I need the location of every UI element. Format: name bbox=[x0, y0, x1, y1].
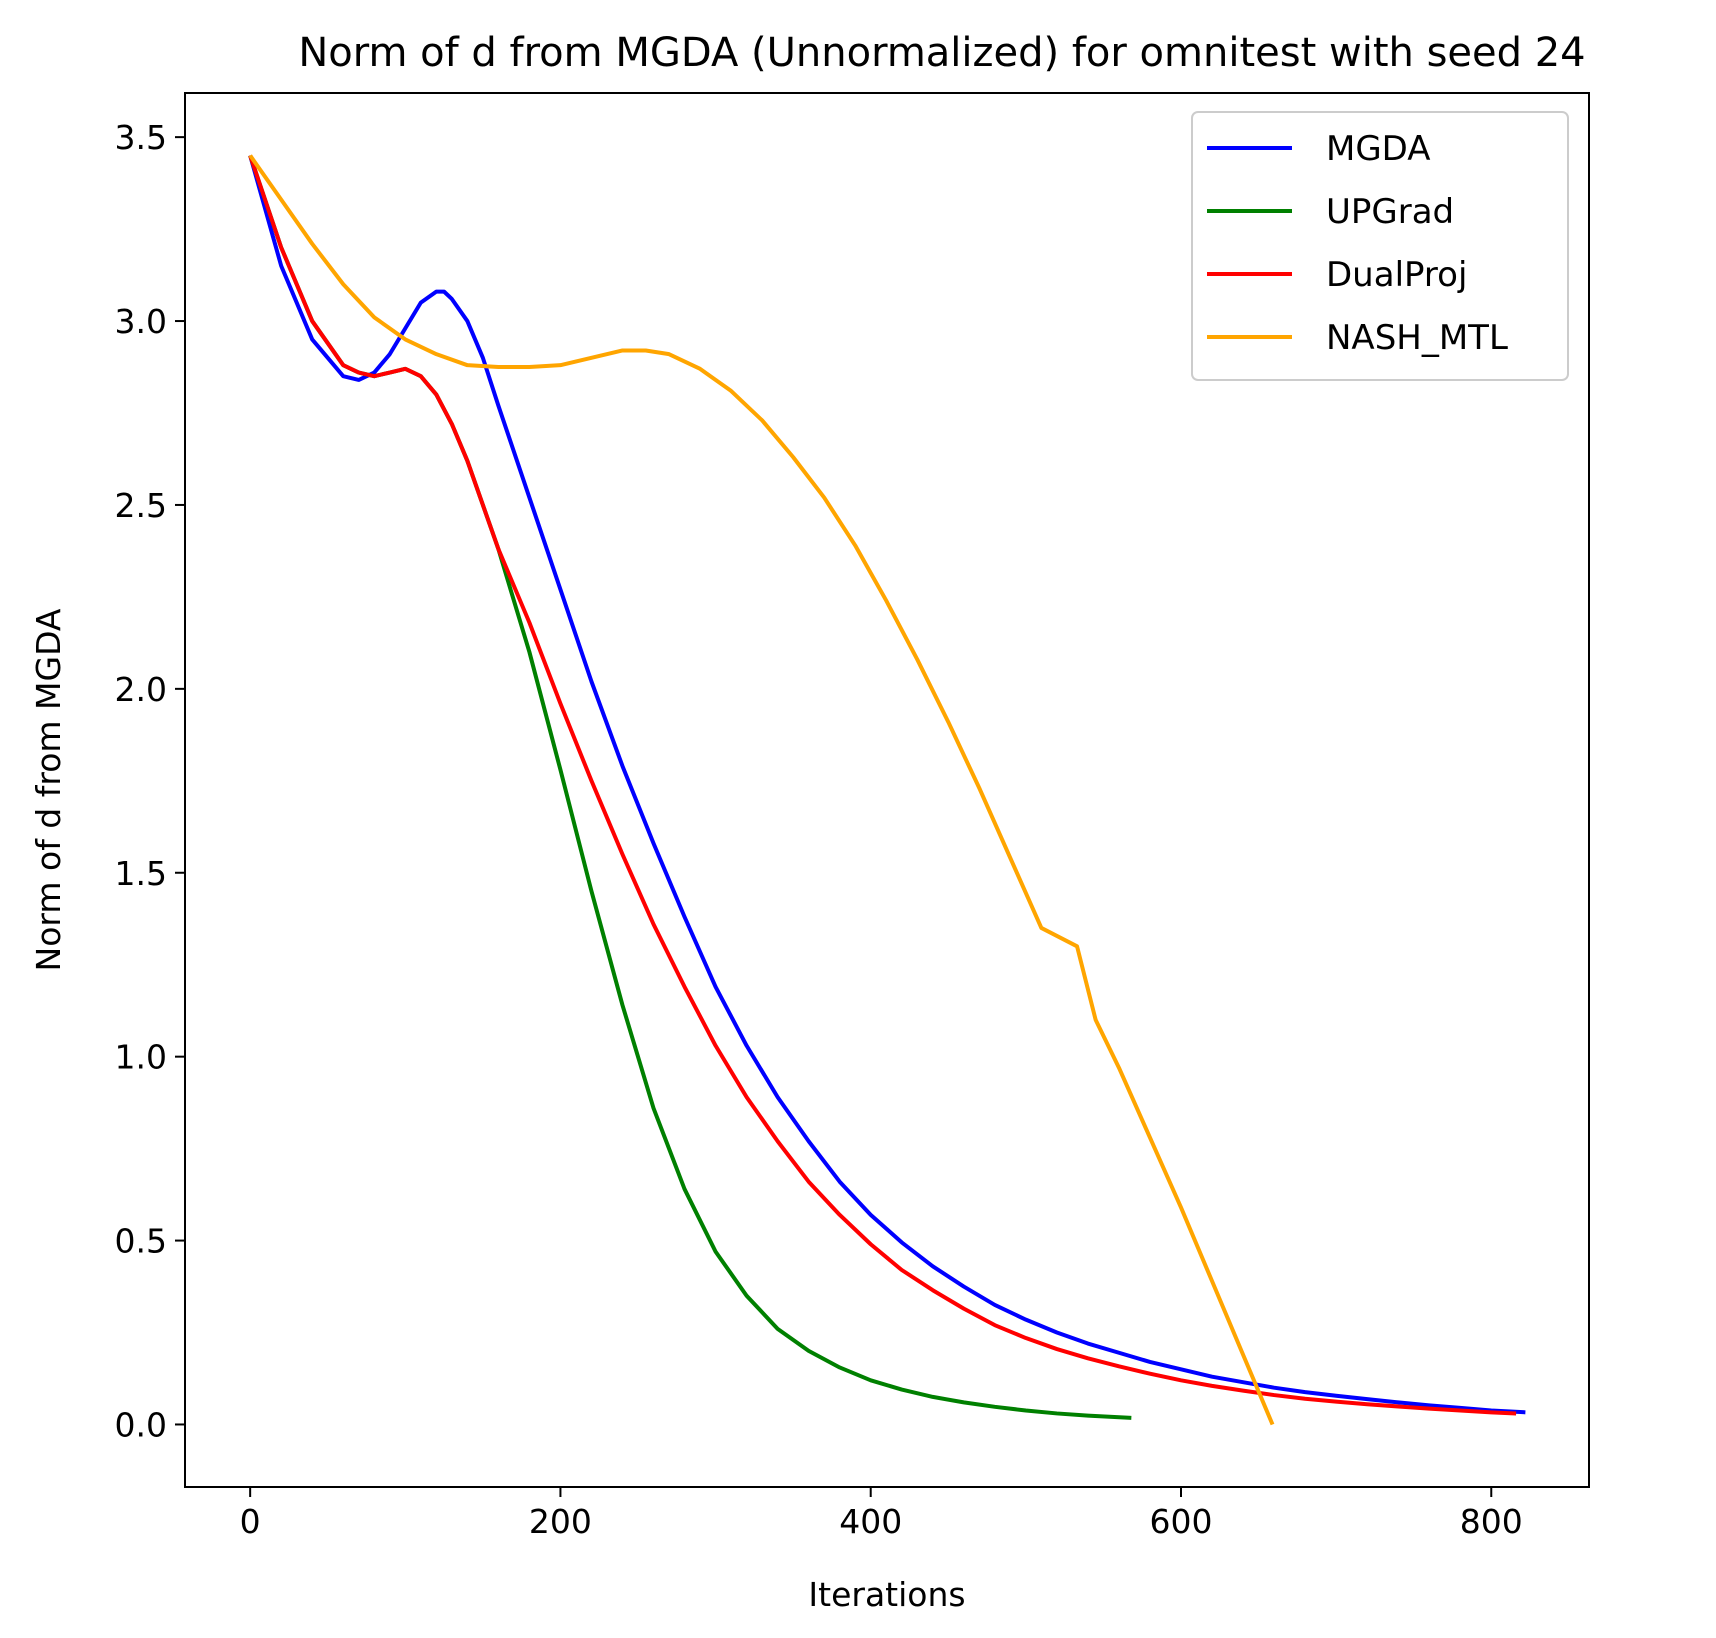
legend-label-nash-mtl: NASH_MTL bbox=[1326, 318, 1508, 358]
y-tick-label: 2.5 bbox=[115, 486, 167, 525]
x-tick-label: 0 bbox=[240, 1502, 261, 1541]
series-line-nash-mtl bbox=[248, 154, 1275, 1426]
x-tick-label: 400 bbox=[839, 1502, 902, 1541]
x-tick-label: 800 bbox=[1460, 1502, 1523, 1541]
y-tick-label: 0.5 bbox=[115, 1222, 167, 1261]
y-axis-ticks: 0.0 0.5 1.0 1.5 2.0 2.5 3.0 3.5 bbox=[115, 118, 185, 1444]
legend: MGDA UPGrad DualProj NASH_MTL bbox=[1191, 111, 1569, 381]
series-line-dualproj bbox=[248, 154, 1517, 1416]
y-tick-label: 0.0 bbox=[115, 1405, 167, 1444]
legend-label-dualproj: DualProj bbox=[1326, 255, 1467, 295]
legend-label-upgrad: UPGrad bbox=[1326, 192, 1454, 232]
legend-label-mgda: MGDA bbox=[1326, 129, 1431, 169]
y-tick-label: 3.0 bbox=[115, 302, 167, 341]
x-axis-label: Iterations bbox=[808, 1575, 965, 1614]
y-tick-label: 1.5 bbox=[115, 854, 167, 893]
chart-title: Norm of d from MGDA (Unnormalized) for o… bbox=[298, 30, 1585, 76]
legend-frame bbox=[1191, 111, 1569, 381]
y-axis-label: Norm of d from MGDA bbox=[29, 608, 68, 971]
y-tick-label: 1.0 bbox=[115, 1038, 167, 1077]
series-lines bbox=[248, 154, 1526, 1426]
y-tick-label: 3.5 bbox=[115, 118, 167, 157]
plot-area bbox=[248, 154, 1526, 1426]
x-tick-label: 200 bbox=[529, 1502, 592, 1541]
y-tick-label: 2.0 bbox=[115, 670, 167, 709]
series-line-mgda bbox=[248, 154, 1526, 1415]
x-axis-ticks: 0 200 400 600 800 bbox=[240, 1487, 1523, 1541]
plot-frame bbox=[184, 92, 1590, 1488]
x-tick-label: 600 bbox=[1149, 1502, 1212, 1541]
legend-entries: MGDA UPGrad DualProj NASH_MTL bbox=[1207, 129, 1508, 358]
